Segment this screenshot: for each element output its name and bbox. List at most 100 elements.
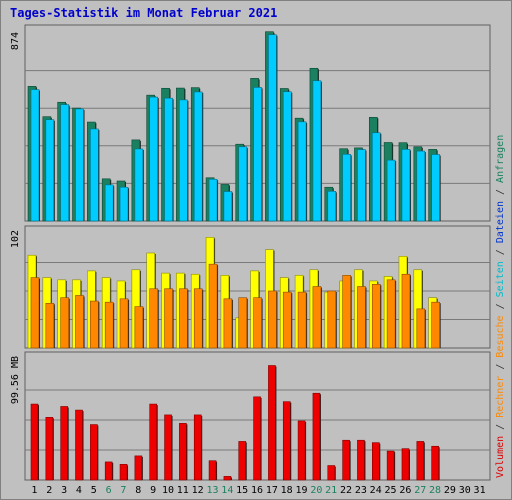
bar-volumen-day-17	[268, 365, 276, 481]
x-tick-label-day-6: 6	[106, 485, 112, 496]
bar-dateien-day-24	[371, 132, 381, 222]
bar-besuche-day-28	[431, 301, 440, 349]
bar-volumen-day-23	[357, 439, 365, 481]
x-tick-label-day-19: 19	[295, 485, 307, 496]
bar-besuche-day-9	[149, 288, 159, 349]
bar-volumen-day-26	[401, 448, 410, 481]
bar-dateien-day-23	[357, 149, 366, 222]
x-tick-label-day-8: 8	[135, 485, 141, 496]
bar-volumen-day-10	[164, 414, 172, 481]
bar-dateien-day-5	[90, 128, 99, 222]
bar-volumen-day-25	[386, 450, 395, 481]
bar-besuche-day-25	[386, 279, 396, 349]
x-tick-label-day-7: 7	[120, 485, 126, 496]
bar-dateien-day-2	[45, 119, 55, 222]
bar-volumen-day-5	[90, 424, 98, 481]
x-tick-label-day-29: 29	[444, 485, 456, 496]
bar-besuche-day-10	[164, 288, 173, 349]
bar-volumen-day-13	[208, 460, 217, 481]
x-tick-label-day-4: 4	[76, 485, 82, 496]
bar-volumen-day-19	[297, 420, 306, 481]
bar-besuche-day-11	[179, 288, 188, 349]
x-tick-label-day-3: 3	[61, 485, 67, 496]
bar-volumen-day-28	[431, 445, 439, 481]
panel-3-ymax-label: 99.56 MB	[10, 356, 21, 404]
x-tick-label-day-24: 24	[370, 485, 382, 496]
bar-dateien-day-22	[342, 154, 351, 222]
bar-dateien-day-28	[431, 154, 440, 222]
bar-besuche-day-27	[416, 308, 426, 349]
bar-volumen-day-8	[134, 455, 143, 481]
bar-besuche-day-18	[282, 291, 292, 349]
bar-dateien-day-27	[416, 150, 426, 222]
bar-besuche-day-16	[253, 297, 262, 349]
bar-besuche-day-1	[30, 277, 40, 349]
bar-dateien-day-9	[149, 96, 159, 222]
chart-title: Tages-Statistik im Monat Februar 2021	[10, 6, 278, 20]
bar-besuche-day-8	[134, 306, 144, 349]
bar-dateien-day-7	[119, 186, 129, 222]
x-tick-label-day-11: 11	[177, 485, 189, 496]
bar-dateien-day-10	[164, 97, 173, 222]
bar-besuche-day-19	[297, 291, 307, 349]
bar-volumen-day-9	[149, 403, 158, 481]
bar-besuche-day-20	[312, 286, 322, 349]
legend-segment: /	[495, 183, 506, 201]
x-tick-label-day-13: 13	[206, 485, 218, 496]
bar-besuche-day-6	[104, 301, 114, 349]
panel-1-ymax-label: 874	[10, 32, 21, 50]
bar-dateien-day-25	[386, 159, 396, 222]
panel-2-ymax-label: 102	[10, 230, 21, 248]
bar-besuche-day-4	[75, 295, 84, 349]
bar-besuche-day-3	[60, 297, 69, 349]
x-tick-label-day-23: 23	[355, 485, 367, 496]
bar-besuche-day-7	[119, 298, 129, 349]
x-tick-label-day-18: 18	[281, 485, 293, 496]
legend-segment: /	[495, 358, 506, 376]
bar-dateien-day-17	[268, 34, 277, 222]
bar-besuche-day-5	[90, 300, 99, 349]
bar-dateien-day-19	[297, 121, 307, 222]
bar-volumen-day-24	[371, 442, 380, 481]
legend-right: Volumen / Rechner / Besuche / Seiten / D…	[495, 135, 506, 478]
bar-volumen-day-18	[282, 401, 291, 481]
bar-dateien-day-15	[238, 146, 248, 222]
x-tick-label-day-28: 28	[429, 485, 441, 496]
legend-segment: /	[495, 418, 506, 436]
legend-segment: Anfragen	[495, 135, 506, 183]
bar-volumen-day-12	[193, 414, 202, 481]
bar-volumen-day-7	[119, 464, 128, 481]
bar-dateien-day-18	[282, 91, 292, 222]
x-tick-label-day-25: 25	[385, 485, 397, 496]
bar-volumen-day-3	[60, 406, 68, 481]
bar-besuche-day-22	[342, 275, 351, 349]
bar-dateien-day-1	[30, 89, 40, 222]
x-tick-label-day-27: 27	[414, 485, 426, 496]
bar-volumen-day-21	[327, 465, 336, 481]
legend-segment: /	[495, 243, 506, 261]
x-tick-label-day-5: 5	[91, 485, 97, 496]
x-tick-label-day-21: 21	[325, 485, 337, 496]
legend-segment: /	[495, 297, 506, 315]
bar-dateien-day-6	[104, 184, 114, 222]
bar-dateien-day-26	[401, 149, 411, 222]
bar-besuche-day-21	[327, 290, 337, 349]
bar-besuche-day-17	[268, 290, 277, 349]
bar-volumen-day-6	[104, 461, 113, 481]
bar-dateien-day-20	[312, 80, 322, 222]
bar-volumen-day-1	[30, 403, 39, 481]
legend-segment: Besuche	[495, 315, 506, 357]
x-tick-label-day-22: 22	[340, 485, 352, 496]
bar-volumen-day-2	[45, 417, 54, 481]
legend-segment: Volumen	[495, 436, 506, 478]
bar-volumen-day-15	[238, 441, 247, 481]
bar-dateien-day-13	[208, 178, 218, 222]
bar-dateien-day-16	[253, 87, 262, 222]
x-tick-label-day-20: 20	[310, 485, 322, 496]
bar-volumen-day-4	[75, 409, 83, 481]
x-tick-label-day-1: 1	[31, 485, 37, 496]
legend-segment: Seiten	[495, 261, 506, 297]
x-tick-label-day-31: 31	[474, 485, 486, 496]
bar-volumen-day-11	[179, 423, 187, 481]
bar-volumen-day-14	[223, 476, 232, 481]
